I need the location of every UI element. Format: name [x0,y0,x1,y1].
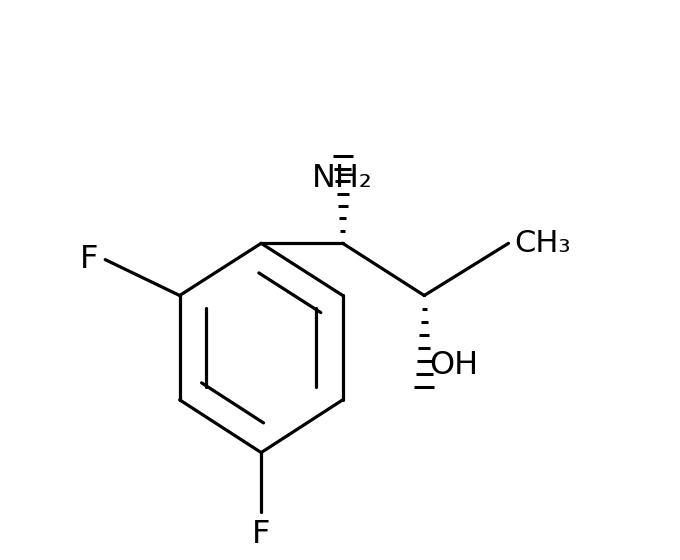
Text: F: F [80,244,99,275]
Text: NH₂: NH₂ [312,163,373,194]
Text: OH: OH [430,350,479,381]
Text: CH₃: CH₃ [514,229,571,258]
Text: F: F [252,519,271,550]
